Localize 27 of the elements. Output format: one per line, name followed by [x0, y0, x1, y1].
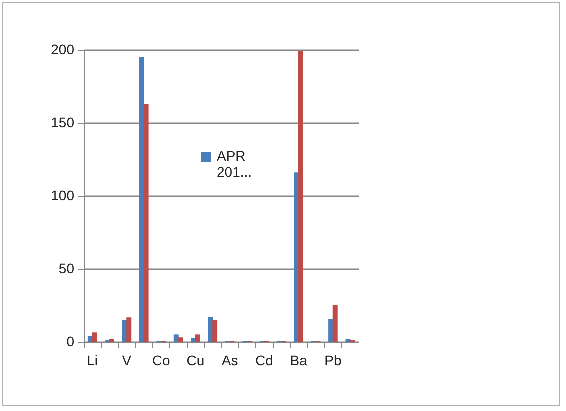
legend-label: APR 201...: [217, 148, 252, 180]
bar: [298, 51, 304, 342]
bar: [109, 339, 114, 342]
y-tick-label: 150: [51, 114, 75, 130]
bar: [332, 306, 338, 342]
bar: [178, 338, 184, 342]
x-tick-label: V: [122, 352, 132, 368]
bar: [174, 334, 179, 342]
x-tick-label: Ba: [290, 352, 308, 368]
bar: [126, 318, 132, 342]
x-tick-label: As: [222, 352, 238, 368]
x-tick-label: Cu: [186, 352, 205, 368]
bar: [144, 104, 149, 342]
x-tick-label: Cd: [256, 352, 274, 368]
y-tick-label: 100: [51, 188, 75, 204]
bar: [346, 339, 351, 342]
bar: [92, 332, 98, 342]
x-tick-label: Co: [152, 352, 170, 368]
y-tick-label: 50: [58, 260, 75, 276]
bar: [294, 172, 300, 342]
bar: [195, 334, 200, 342]
bar: [212, 320, 218, 342]
y-tick-label: 200: [51, 42, 75, 58]
x-tick-label: Li: [87, 352, 98, 368]
bar: [140, 57, 145, 342]
y-tick-label: 0: [66, 334, 75, 350]
x-tick-label: Pb: [324, 352, 342, 368]
